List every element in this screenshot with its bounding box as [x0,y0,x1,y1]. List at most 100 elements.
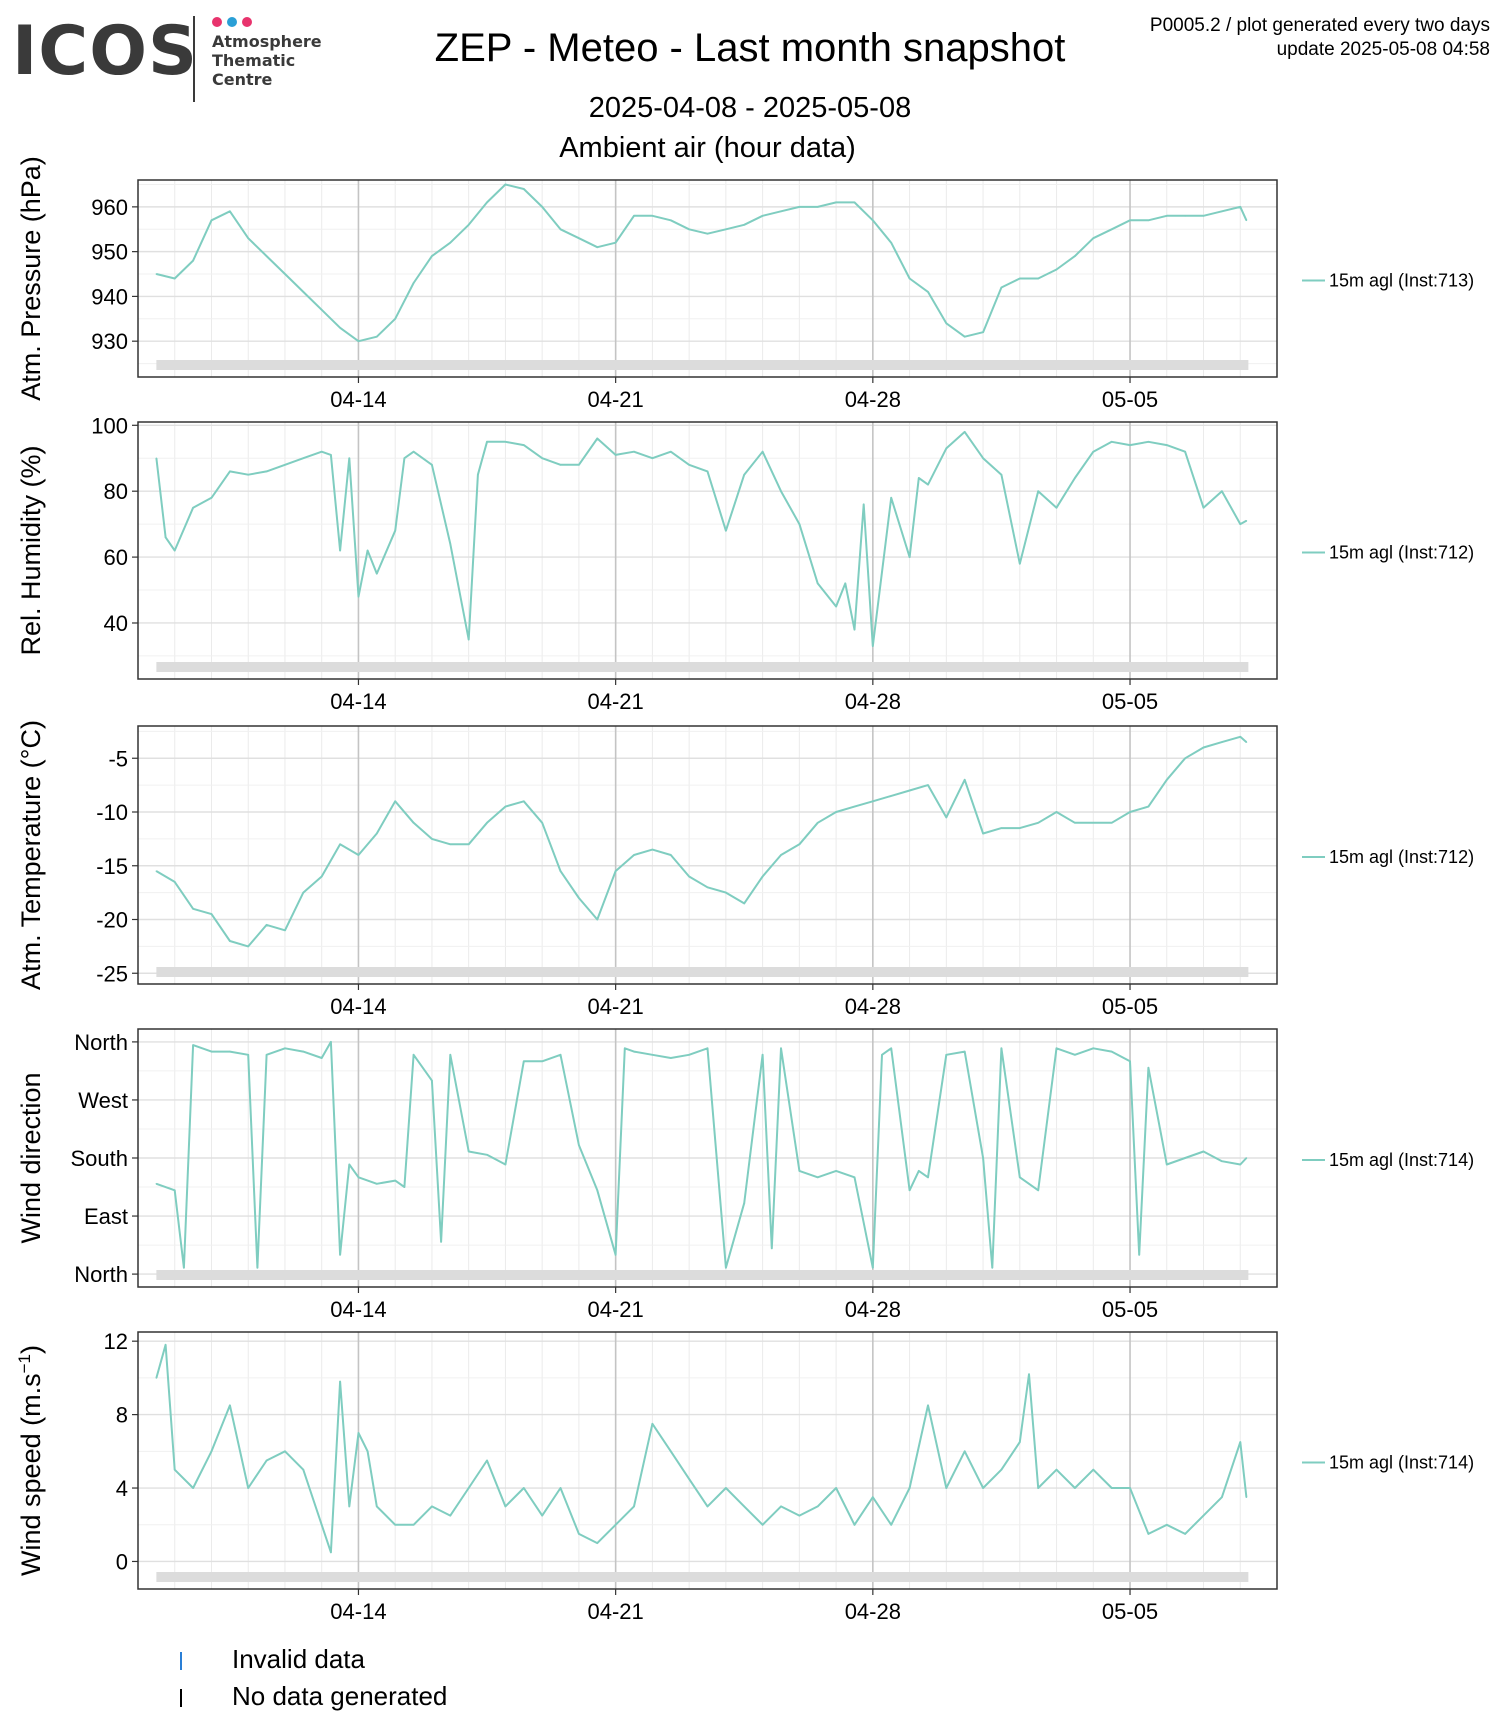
data-point [688,1054,690,1056]
data-point [835,201,837,204]
data-point [541,206,543,208]
data-point [265,1459,268,1462]
y-tick-label: 8 [116,1403,128,1428]
data-point [339,549,341,552]
series-line [155,1343,1248,1554]
data-point [320,450,323,453]
data-point [467,843,470,846]
data-point [1092,1047,1095,1050]
data-point [982,832,984,835]
data-point [725,228,727,231]
data-point [890,795,893,797]
logo-sub-line-1: Atmosphere [212,32,322,51]
data-point [853,628,856,631]
data-point [173,1189,176,1192]
data-point [192,1044,194,1046]
data-point [173,549,176,552]
logo-dot-1 [212,17,222,27]
data-point [1110,1487,1113,1489]
data-point [982,1157,984,1159]
data-point [1221,490,1223,492]
data-point [798,1170,801,1172]
data-point [302,891,305,894]
data-availability-band [156,1270,1249,1280]
x-tick-label: 04-14 [330,1599,386,1624]
data-point [1055,1047,1058,1050]
data-point [431,1505,433,1508]
data-point [247,1487,250,1489]
data-point [449,1514,452,1517]
data-point [164,536,167,539]
data-point [559,464,562,466]
data-point [963,1050,966,1053]
data-point [229,1404,231,1407]
data-point [1110,228,1113,231]
data-point [394,529,396,532]
y-tick-label: 930 [91,329,128,354]
data-point [1245,520,1248,522]
data-point [302,291,305,293]
data-point [1245,1496,1248,1499]
data-point [596,437,599,440]
data-point [320,309,323,311]
y-tick-label: 950 [91,240,128,265]
data-point [376,1183,378,1185]
data-point [881,1054,883,1056]
legend-label: 15m agl (Inst:713) [1329,271,1474,291]
data-point [927,483,929,486]
data-point [504,805,507,808]
data-point [872,800,874,803]
y-tick-label: 12 [104,1329,128,1354]
y-tick-label: -5 [108,746,128,771]
x-tick-label: 05-05 [1102,387,1158,412]
data-point [725,529,727,532]
data-point [706,1505,709,1508]
y-tick-label: North [74,1262,128,1287]
data-point [725,891,727,894]
data-point [431,1079,433,1082]
y-tick-label: -25 [96,961,128,986]
data-point [265,255,268,257]
data-point [780,490,782,492]
data-point [706,232,709,235]
data-point [945,447,948,450]
data-point [1092,450,1095,453]
data-point [467,223,470,226]
data-point [908,789,911,792]
data-point [559,228,562,231]
data-point [614,241,617,244]
data-point [210,913,213,915]
data-point [927,784,929,786]
data-point [1019,562,1021,565]
data-point [1037,1487,1039,1489]
data-point [688,464,690,466]
data-point [164,1344,167,1346]
data-point [229,470,231,473]
data-point [559,1487,562,1489]
series-line [156,1040,1248,1269]
data-point [486,440,488,443]
data-point [541,1060,543,1063]
data-point [835,811,837,813]
data-point [1239,1163,1242,1166]
data-point [596,246,599,248]
data-point [669,1450,672,1453]
data-point [963,335,966,338]
y-axis-label: Atm. Pressure (hPa) [16,156,46,401]
data-point [357,854,360,856]
logo-dot-3 [242,17,252,27]
y-tick-label: -20 [96,908,128,933]
data-point [183,1266,185,1269]
data-point [477,473,479,476]
data-point [991,1266,994,1269]
y-tick-label: 960 [91,195,128,220]
data-point [1037,821,1039,824]
data-point [412,450,415,453]
data-point [1028,1373,1030,1376]
y-tick-label: 0 [116,1549,128,1574]
data-point [1221,1160,1223,1163]
data-point [1184,450,1186,453]
data-point [192,506,194,509]
data-point [1055,811,1058,813]
